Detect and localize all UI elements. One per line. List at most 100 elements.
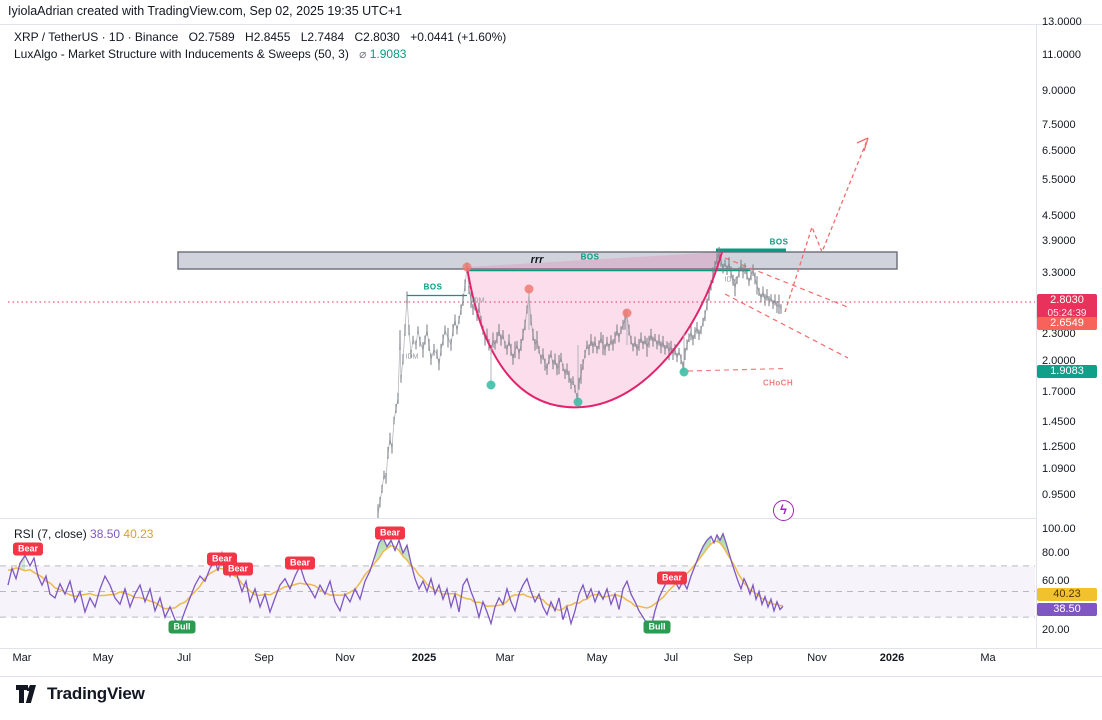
price-axis-label: 9.0000	[1042, 85, 1076, 97]
swing-low-marker-2	[679, 367, 689, 377]
ohlc-low: L2.7484	[300, 30, 345, 44]
time-axis-label-ma: Ma	[980, 652, 996, 664]
choch-line	[687, 367, 787, 372]
choch-label: CHoCH	[763, 378, 793, 388]
bear-signal-badge: Bear	[374, 526, 406, 540]
rsi-ma-value: 40.23	[123, 527, 154, 541]
price-axis-label: 1.7000	[1042, 386, 1076, 398]
rsi-axis-label: 80.00	[1042, 547, 1070, 559]
symbol-legend[interactable]: XRP / TetherUS · 1D · Binance O2.7589 H2…	[14, 29, 506, 63]
footer-divider	[0, 676, 1102, 677]
rsi-legend[interactable]: RSI (7, close) 38.50 40.23	[14, 527, 153, 541]
price-change: +0.0441 (+1.60%)	[410, 30, 507, 44]
ohlc-close: C2.8030	[354, 30, 400, 44]
ohlc-high: H2.8455	[245, 30, 291, 44]
bull-signal-badge: Bull	[643, 620, 671, 634]
price-axis-label: 1.0900	[1042, 463, 1076, 475]
rsi-overbought-fill	[699, 536, 711, 560]
time-axis-label-sep: Sep	[733, 652, 753, 664]
time-axis-label-sep: Sep	[254, 652, 274, 664]
rsi-title[interactable]: RSI (7, close)	[14, 527, 87, 541]
swing-high-marker-1	[524, 284, 534, 294]
bos-label-1: BOS	[580, 252, 600, 262]
lightning-icon[interactable]: ϟ	[773, 500, 794, 521]
time-axis-label-mar: Mar	[495, 652, 515, 664]
ohlc-open: O2.7589	[188, 30, 235, 44]
price-axis-label: 5.5000	[1042, 174, 1076, 186]
rsi-axis-label: 60.00	[1042, 575, 1070, 587]
price-axis-badge: 2.6549	[1037, 317, 1097, 330]
price-scale-separator	[1036, 24, 1037, 648]
price-axis-label: 2.3000	[1042, 328, 1076, 340]
swing-high-marker-2	[622, 308, 632, 318]
time-axis-label-2025: 2025	[411, 652, 437, 664]
rsi-axis-badge: 38.50	[1037, 603, 1097, 616]
symbol-legend-row-main[interactable]: XRP / TetherUS · 1D · Binance O2.7589 H2…	[14, 29, 506, 46]
rsi-axis-badge: 40.23	[1037, 588, 1097, 601]
price-axis-badge: 1.9083	[1037, 365, 1097, 378]
price-axis-badge: 2.8030 05:24:39	[1037, 294, 1097, 320]
projection-arrowhead-2	[863, 137, 869, 152]
rsi-overbought-fill	[375, 537, 391, 563]
price-axis-label: 3.3000	[1042, 267, 1076, 279]
attribution-text: IyiolaAdrian created with TradingView.co…	[8, 4, 403, 18]
rsi-overbought-fill	[20, 555, 25, 571]
indicator-title[interactable]: LuxAlgo - Market Structure with Induceme…	[14, 47, 349, 61]
bear-signal-badge: Bear	[284, 556, 316, 570]
price-axis-label: 3.9000	[1042, 235, 1076, 247]
pane-separator[interactable]	[0, 518, 1036, 519]
bear-signal-badge: Bear	[656, 571, 688, 585]
time-axis-label-nov: Nov	[335, 652, 355, 664]
price-axis-label: 11.0000	[1042, 49, 1081, 61]
tradingview-logo[interactable]: TradingView	[16, 684, 145, 704]
cup-pattern-outline	[466, 251, 723, 409]
tradingview-logo-mark	[16, 685, 36, 703]
bos-label-2: BOS	[769, 237, 789, 247]
price-axis-label: 6.5000	[1042, 145, 1076, 157]
time-axis-label-may: May	[92, 652, 114, 664]
time-axis-label-nov: Nov	[807, 652, 827, 664]
indicator-value: 1.9083	[369, 47, 407, 61]
price-axis-label: 7.5000	[1042, 119, 1076, 131]
price-axis-label: 1.2500	[1042, 441, 1076, 453]
indicator-legend-row[interactable]: LuxAlgo - Market Structure with Induceme…	[14, 46, 506, 63]
price-pane[interactable]	[8, 137, 1035, 524]
zone-label-rrr: rrr	[530, 254, 544, 266]
time-axis-label-jul: Jul	[663, 652, 679, 664]
time-axis-label-mar: Mar	[12, 652, 32, 664]
rsi-axis-label: 20.00	[1042, 624, 1070, 636]
price-axis-label: 0.9500	[1042, 489, 1076, 501]
chart-canvas[interactable]	[0, 0, 1102, 660]
header-divider	[0, 24, 1102, 25]
swing-high-marker-0	[462, 262, 472, 272]
time-axis-label-may: May	[586, 652, 608, 664]
rsi-axis-label: 100.00	[1042, 523, 1076, 535]
time-axis-separator	[0, 648, 1102, 649]
symbol-title[interactable]: XRP / TetherUS · 1D · Binance	[14, 30, 179, 44]
indicator-avg-icon: ⌀	[359, 47, 367, 61]
rsi-overbought-fill	[399, 540, 411, 566]
projection-arrowhead	[856, 137, 869, 144]
rsi-pane[interactable]	[0, 532, 1035, 629]
idm-label-0: IDM	[405, 353, 419, 361]
bear-signal-badge: Bear	[206, 552, 238, 566]
tradingview-logo-text: TradingView	[47, 684, 145, 703]
price-axis-label: 4.5000	[1042, 210, 1076, 222]
swing-low-marker-0	[486, 380, 496, 390]
idm-label-1: IDM	[471, 297, 485, 305]
bull-signal-badge: Bull	[168, 620, 196, 634]
projection-path	[784, 137, 869, 313]
swing-low-marker-1	[573, 397, 583, 407]
price-axis-label: 1.4500	[1042, 416, 1076, 428]
descending-dashed-line-1	[724, 293, 849, 359]
idm-label-2: IDM	[724, 276, 738, 284]
price-axis-label: 2.0000	[1042, 355, 1076, 367]
cup-pattern-fill	[467, 252, 722, 408]
rsi-value: 38.50	[90, 527, 121, 541]
bear-signal-badge: Bear	[222, 562, 254, 576]
bos-label-0: BOS	[423, 282, 443, 292]
price-axis-label: 13.0000	[1042, 16, 1082, 28]
descending-dashed-line-0	[724, 257, 851, 309]
bear-signal-badge: Bear	[12, 542, 44, 556]
